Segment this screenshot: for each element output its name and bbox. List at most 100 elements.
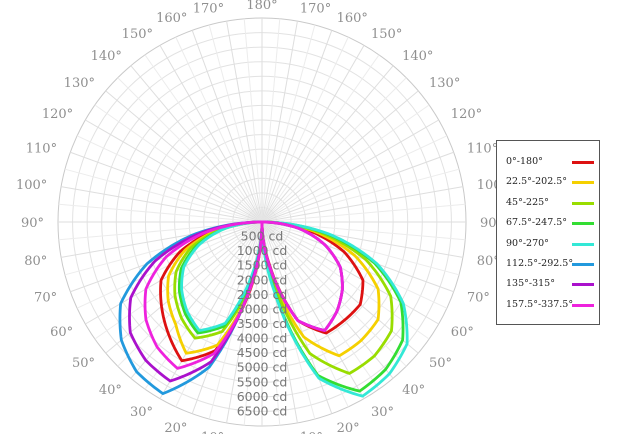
legend-item: 22.5°-202.5° [506,174,598,190]
angle-label-left: 40° [99,383,122,398]
legend-item: 157.5°-337.5° [506,297,598,313]
grid-spoke [191,221,263,414]
grid-spoke [144,221,263,390]
series-curve-left [143,220,264,370]
grid-spoke [261,90,419,223]
grid-spoke [117,221,263,367]
grid-spoke [85,221,263,325]
angle-label-left: 140° [91,49,122,64]
angle-label-left: 120° [42,107,73,122]
legend-item: 135°-315° [506,276,598,292]
series-curve-left [180,220,264,332]
grid-spoke [261,18,281,223]
polar-grid [57,17,467,427]
grid-spoke [243,18,263,223]
grid-spoke [117,77,263,223]
angle-label-left: 50° [72,356,95,371]
legend-swatch [572,161,594,164]
radial-tick-label: 2500 cd [237,287,288,302]
angle-label-right: 60° [451,325,474,340]
radial-tick-label: 3500 cd [237,316,288,331]
angle-label-right: 160° [337,11,368,26]
grid-spoke [261,54,380,223]
grid-spoke [261,221,407,367]
legend-label: 67.5°-247.5° [506,217,568,229]
angle-label-left: 10° [201,431,224,434]
grid-spoke [261,186,463,223]
grid-spoke [94,104,263,223]
legend: 0°-180° 22.5°-202.5° 45°-225° 67.5°-247.5° 9… [496,140,600,325]
grid-spoke [130,65,263,223]
grid-spoke [226,21,263,223]
grid-spoke [261,203,466,223]
radial-tick-label: 1500 cd [237,258,288,273]
angle-label-right: 20° [337,421,360,434]
grid-spoke [85,119,263,223]
grid-spoke [191,30,263,223]
legend-item: 67.5°-247.5° [506,215,598,231]
angle-label-right: 110° [467,141,498,156]
legend-item: 45°-225° [506,195,598,211]
series-curve-right [260,220,409,398]
grid-spoke [261,221,380,390]
angle-label-left: 20° [164,421,187,434]
angle-label-right: 40° [402,383,425,398]
grid-spoke [261,30,333,223]
grid-spoke [64,221,263,276]
grid-spoke [261,65,394,223]
grid-spoke [261,45,365,223]
radial-tick-label: 6000 cd [237,389,288,404]
grid-spoke [105,90,263,223]
angle-label-right: 30° [371,405,394,420]
legend-swatch [572,242,594,246]
legend-label: 157.5°-337.5° [506,298,574,310]
grid-spoke [261,221,460,276]
angle-label-left: 180° [246,0,277,13]
grid-spoke [261,221,349,408]
grid-spoke [175,221,263,408]
radial-tick-label: 4000 cd [237,331,288,346]
grid-spoke [130,221,263,379]
legend-label: 90°-270° [506,237,549,249]
legend-item: 112.5°-292.5° [506,256,598,272]
angle-label-left: 110° [26,141,57,156]
angle-label-right: 80° [477,254,500,269]
grid-spoke [261,77,407,223]
angle-label-left: 60° [50,325,73,340]
radial-tick-label: 2000 cd [237,272,288,287]
radial-tick-label: 4500 cd [237,345,288,360]
grid-spoke [208,24,263,223]
grid-spoke [144,54,263,223]
legend-swatch [572,181,594,185]
angle-label-right: 170° [300,1,331,16]
grid-spoke [261,168,460,223]
grid-spoke [61,186,263,223]
angle-label-right: 120° [451,107,482,122]
radial-tick-label: 1000 cd [237,243,288,258]
radial-tick-label: 5000 cd [237,360,288,375]
radial-tick-label: 3000 cd [237,301,288,316]
legend-item: 0°-180° [506,154,598,170]
legend-swatch [572,303,594,307]
grid-spoke [261,24,316,223]
angle-label-left: 100° [16,178,47,193]
radial-tick-label: 5500 cd [237,374,288,389]
grid-spoke [64,168,263,223]
grid-spoke [261,221,365,399]
grid-spoke [70,151,263,223]
grid-spoke [105,221,263,354]
grid-spoke [261,221,394,379]
grid-spoke [261,104,430,223]
radial-tick-label: 6500 cd [237,403,288,418]
legend-label: 0°-180° [506,156,543,167]
grid-spoke [261,221,430,340]
angle-label-left: 130° [64,76,95,91]
legend-label: 112.5°-292.5° [506,258,574,269]
angle-label-left: 80° [24,254,47,269]
grid-spoke [159,45,263,223]
legend-swatch [572,283,594,287]
grid-spoke [261,151,454,223]
